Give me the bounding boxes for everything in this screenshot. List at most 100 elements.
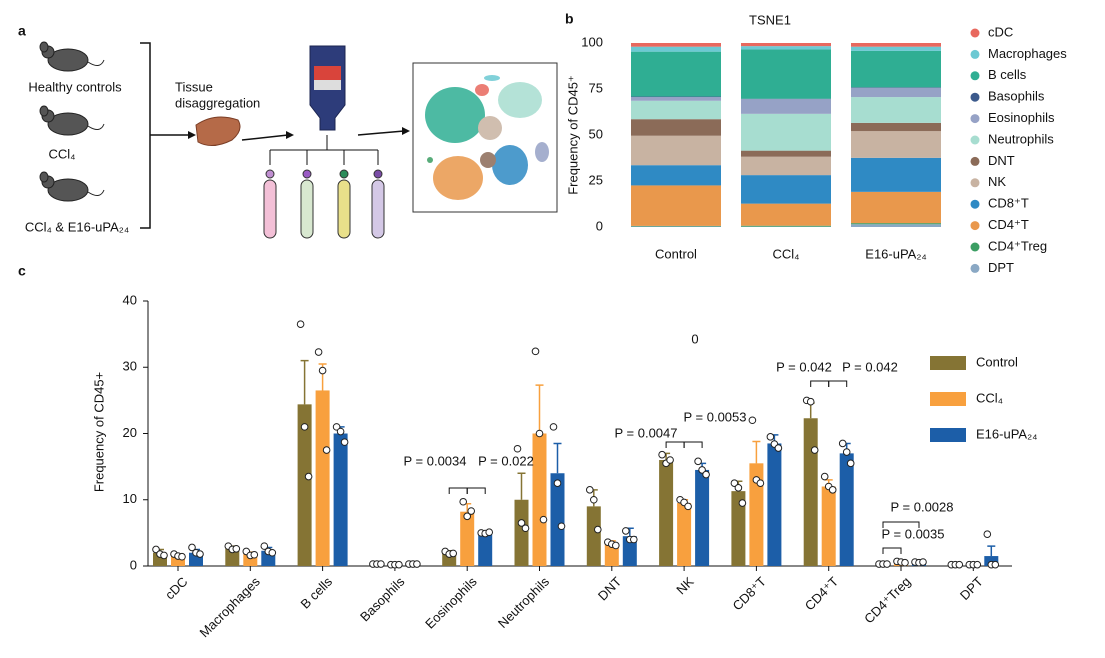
y-tick-label: 0	[596, 218, 603, 233]
bar	[297, 404, 312, 566]
stack-segment	[631, 165, 721, 186]
legend-marker	[970, 156, 980, 166]
data-point	[630, 535, 638, 544]
stack-segment	[741, 175, 831, 204]
legend-label: Neutrophils	[988, 131, 1054, 146]
stack-segment	[631, 51, 721, 97]
bar	[460, 511, 475, 566]
bar	[333, 433, 348, 566]
x-tick-label: CD4⁺T	[802, 574, 842, 614]
legend-label: CCl₄	[976, 390, 1003, 405]
stack-segment	[631, 225, 721, 227]
bar	[243, 554, 258, 566]
stack-segment	[851, 50, 941, 88]
data-point	[539, 515, 548, 524]
step-label: Tissue	[175, 79, 213, 94]
data-point	[842, 448, 851, 456]
branch	[269, 135, 379, 165]
stack-segment	[851, 131, 941, 158]
stack-segment	[851, 223, 941, 225]
x-tick-label: Basophils	[357, 574, 408, 625]
data-point	[178, 552, 186, 561]
data-point	[463, 512, 472, 521]
data-point	[314, 348, 323, 356]
significance-bracket	[466, 487, 486, 494]
y-tick-label: 0	[130, 557, 137, 572]
liver-icon	[195, 116, 241, 146]
bar	[803, 418, 818, 566]
y-tick-label: 30	[123, 359, 137, 374]
significance-bracket	[683, 441, 703, 448]
data-point	[304, 472, 313, 481]
error-bar	[300, 359, 309, 405]
error-bar	[553, 442, 562, 474]
legend-marker	[970, 71, 980, 81]
data-point	[449, 549, 458, 558]
stack-segment	[851, 122, 941, 132]
legend-marker	[970, 28, 980, 38]
y-tick-label: 100	[581, 34, 603, 49]
data-point	[973, 560, 982, 569]
group-label: CCl₄ & E16-uPA₂₄	[25, 219, 129, 234]
legend-label: E16-uPA₂₄	[976, 426, 1037, 441]
x-tick-label: CD8⁺T	[729, 574, 769, 614]
bar	[514, 499, 529, 566]
data-point	[983, 530, 992, 539]
p-value: P = 0.0053	[683, 409, 746, 424]
bar	[821, 486, 836, 566]
data-point	[694, 457, 702, 466]
stack-segment	[741, 99, 831, 114]
arrow	[241, 134, 289, 141]
data-point	[748, 416, 757, 425]
legend-label: Control	[976, 354, 1018, 369]
x-tick-label: DPT	[957, 574, 986, 603]
y-tick-label: 50	[589, 126, 603, 141]
data-point	[250, 550, 259, 559]
bar	[586, 506, 601, 566]
y-tick-label: 25	[589, 172, 603, 187]
data-point	[377, 560, 385, 568]
data-point	[666, 456, 674, 464]
stack-segment	[741, 113, 831, 151]
data-point	[594, 525, 602, 534]
x-tick-label: E16-uPA₂₄	[865, 246, 926, 261]
legend-label: Basophils	[988, 89, 1045, 104]
y-tick-label: 75	[589, 80, 603, 95]
significance-bracket	[665, 441, 685, 448]
stack-segment	[631, 119, 721, 136]
stack-segment	[631, 43, 721, 47]
data-point	[991, 560, 1000, 569]
data-point	[806, 397, 815, 406]
bar	[659, 460, 674, 566]
data-point	[730, 479, 739, 487]
data-point	[810, 446, 819, 454]
legend-label: DNT	[988, 153, 1015, 168]
y-tick-label: 20	[123, 425, 137, 440]
p-value: P = 0.0035	[881, 526, 944, 541]
legend-marker	[930, 428, 966, 442]
bar	[695, 469, 710, 566]
legend-marker	[970, 135, 980, 145]
data-point	[340, 438, 349, 446]
bar	[532, 433, 547, 566]
p-value: P = 0.022	[478, 453, 534, 468]
significance-bracket	[828, 380, 848, 387]
panel-label: b	[565, 11, 574, 27]
x-tick-label: NK	[673, 574, 697, 598]
data-point	[756, 479, 765, 487]
data-point	[300, 423, 309, 431]
stack-segment	[631, 185, 721, 226]
data-point	[557, 522, 566, 531]
y-axis-label: Frequency of CD45⁺	[565, 75, 580, 195]
stack-segment	[851, 87, 941, 98]
legend-marker	[930, 356, 966, 370]
data-point	[549, 423, 558, 431]
legend-marker	[970, 178, 980, 188]
data-point	[188, 543, 196, 552]
legend-marker	[970, 242, 980, 252]
stack-segment	[631, 46, 721, 52]
legend-label: CD8⁺T	[988, 196, 1029, 211]
data-point	[332, 423, 341, 431]
data-point	[232, 544, 241, 553]
